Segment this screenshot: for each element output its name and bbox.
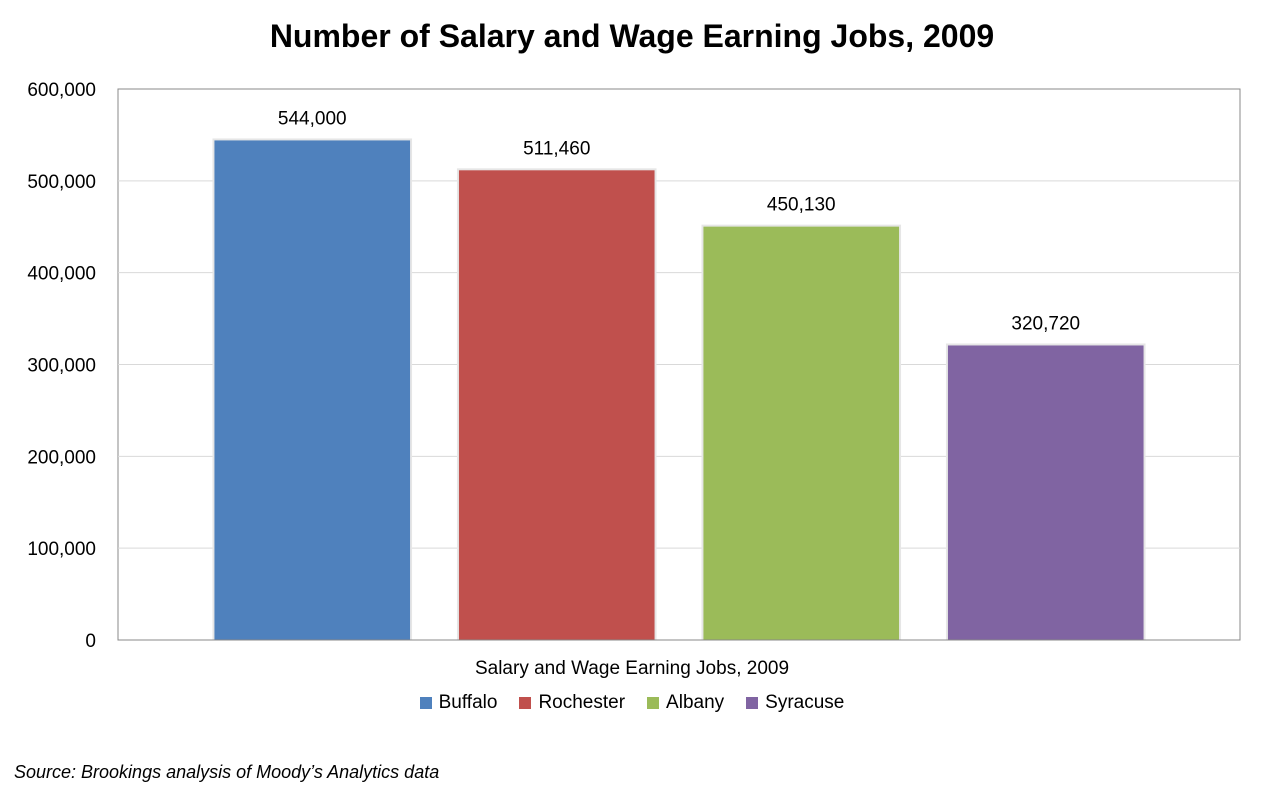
legend-label: Albany	[666, 692, 725, 713]
legend-item-rochester: Rochester	[519, 692, 625, 714]
y-tick-label: 600,000	[27, 80, 96, 101]
legend-item-albany: Albany	[647, 692, 724, 714]
bar-rochester	[458, 170, 655, 640]
legend: Buffalo Rochester Albany Syracuse	[0, 692, 1264, 714]
bar-buffalo	[214, 140, 411, 640]
legend-swatch	[647, 697, 660, 709]
y-tick-label: 100,000	[27, 539, 96, 560]
legend-label: Syracuse	[765, 692, 845, 713]
data-label-buffalo: 544,000	[278, 108, 347, 129]
y-tick-label: 0	[85, 631, 96, 652]
bar-chart: 0 100,000 200,000 300,000 400,000 500,000 600,…	[27, 80, 1241, 652]
data-label-syracuse: 320,720	[1011, 313, 1080, 334]
legend-swatch	[519, 697, 532, 709]
y-tick-label: 300,000	[27, 356, 96, 377]
data-label-rochester: 511,460	[523, 138, 590, 159]
data-labels: 544,000 511,460 450,130 320,720	[278, 108, 1080, 334]
legend-swatch	[746, 697, 759, 709]
bar-syracuse	[947, 345, 1144, 640]
source-note: Source: Brookings analysis of Moody’s An…	[14, 762, 440, 782]
data-label-albany: 450,130	[767, 195, 836, 216]
y-tick-label: 500,000	[27, 172, 96, 193]
y-tick-label: 200,000	[27, 447, 96, 468]
y-tick-label: 400,000	[27, 264, 96, 285]
legend-label: Rochester	[538, 692, 626, 713]
legend-swatch	[419, 697, 432, 709]
bar-albany	[703, 226, 900, 640]
legend-label: Buffalo	[438, 692, 498, 713]
x-axis-title: Salary and Wage Earning Jobs, 2009	[474, 658, 790, 679]
legend-item-buffalo: Buffalo	[419, 692, 498, 714]
legend-item-syracuse: Syracuse	[746, 692, 844, 714]
y-axis-ticks: 0 100,000 200,000 300,000 400,000 500,000 600,…	[27, 80, 96, 652]
bars	[212, 138, 1146, 640]
chart-title: Number of Salary and Wage Earning Jobs, …	[269, 18, 995, 54]
